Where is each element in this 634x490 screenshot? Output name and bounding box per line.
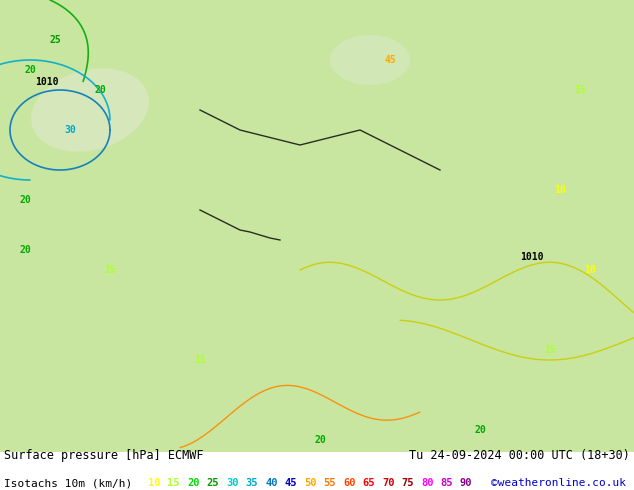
Text: Tu 24-09-2024 00:00 UTC (18+30): Tu 24-09-2024 00:00 UTC (18+30)	[409, 449, 630, 462]
Text: 85: 85	[441, 478, 453, 488]
Text: 15: 15	[544, 345, 556, 355]
Text: 1010: 1010	[35, 77, 58, 87]
Text: 35: 35	[245, 478, 258, 488]
Text: 10: 10	[148, 478, 160, 488]
Text: 20: 20	[94, 85, 106, 95]
Text: Isotachs 10m (km/h): Isotachs 10m (km/h)	[4, 478, 133, 488]
Text: 20: 20	[19, 245, 31, 255]
Text: 15: 15	[574, 85, 586, 95]
Text: Surface pressure [hPa] ECMWF: Surface pressure [hPa] ECMWF	[4, 449, 204, 462]
Text: 20: 20	[187, 478, 200, 488]
Text: 80: 80	[421, 478, 434, 488]
Text: 20: 20	[474, 425, 486, 435]
Ellipse shape	[31, 69, 149, 151]
Text: 50: 50	[304, 478, 316, 488]
Text: 70: 70	[382, 478, 394, 488]
Text: 10: 10	[584, 265, 596, 275]
Text: 30: 30	[226, 478, 238, 488]
Text: 20: 20	[19, 195, 31, 205]
Text: 15: 15	[194, 355, 206, 365]
Bar	[0, 452, 634, 490]
Text: 25: 25	[207, 478, 219, 488]
Text: 45: 45	[384, 55, 396, 65]
Text: 90: 90	[460, 478, 472, 488]
Ellipse shape	[330, 35, 410, 85]
Text: 20: 20	[314, 435, 326, 445]
Text: 15: 15	[104, 265, 116, 275]
Text: 15: 15	[167, 478, 180, 488]
Text: 1010: 1010	[520, 252, 543, 262]
Text: 10: 10	[554, 185, 566, 195]
Text: 55: 55	[323, 478, 336, 488]
Text: 75: 75	[401, 478, 414, 488]
Text: 65: 65	[363, 478, 375, 488]
Text: 30: 30	[64, 125, 76, 135]
Text: 20: 20	[24, 65, 36, 75]
Text: 60: 60	[343, 478, 356, 488]
Text: 40: 40	[265, 478, 278, 488]
Text: ©weatheronline.co.uk: ©weatheronline.co.uk	[491, 478, 626, 488]
Text: 25: 25	[49, 35, 61, 45]
Text: 45: 45	[285, 478, 297, 488]
